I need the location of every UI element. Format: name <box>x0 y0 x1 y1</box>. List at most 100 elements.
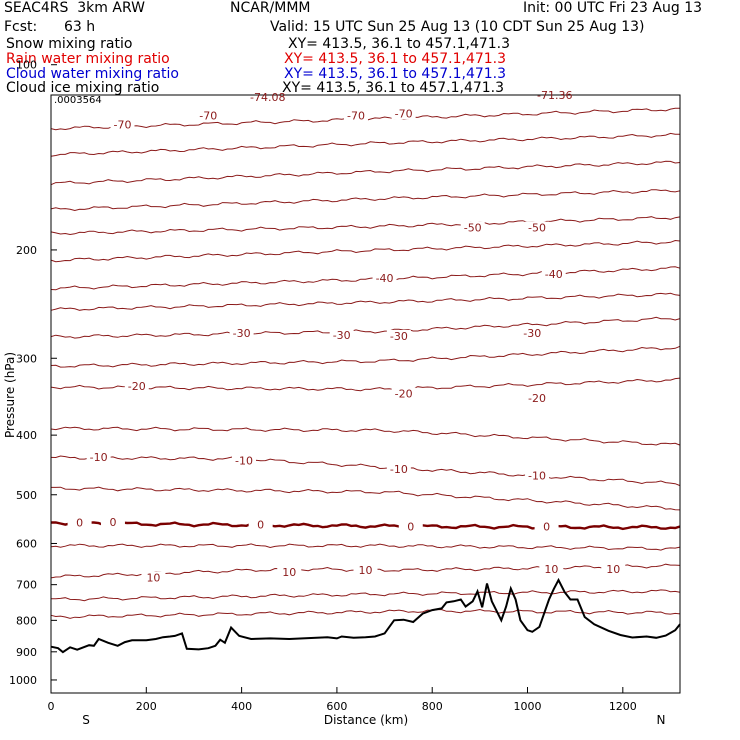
isotherm-label: 10 <box>606 563 620 576</box>
isotherm-label: 0 <box>257 519 264 532</box>
isotherm-label-gap <box>398 520 423 533</box>
isotherm-label: -20 <box>395 387 413 400</box>
org-label: NCAR/MMM <box>230 0 311 16</box>
isotherm-line <box>50 316 681 339</box>
x-tick-label: 400 <box>231 700 252 713</box>
isotherm-label: 0 <box>109 516 116 529</box>
isotherm-label: -30 <box>333 329 351 342</box>
isotherm-label: 10 <box>359 564 373 577</box>
isotherm-layer <box>50 107 681 619</box>
top-annotation-left: -74.08 <box>250 91 285 104</box>
isotherm-label-gap <box>534 520 559 533</box>
isotherm-line <box>51 589 681 602</box>
isotherm-line <box>51 486 681 511</box>
isotherm-label: -30 <box>233 327 251 340</box>
y-tick-label: 1000 <box>9 674 37 687</box>
isotherm-line <box>50 455 681 487</box>
valid-time: Valid: 15 UTC Sun 25 Aug 13 (10 CDT Sun … <box>270 19 645 35</box>
isotherm-line <box>50 132 681 157</box>
isotherm-label-gap <box>391 387 416 400</box>
isotherm-label-gap <box>229 327 254 340</box>
isotherm-label-gap <box>460 221 485 234</box>
y-tick-label: 300 <box>16 352 37 365</box>
isotherm-line <box>50 239 681 263</box>
isotherm-label: -10 <box>390 463 408 476</box>
isotherm-line <box>50 543 681 551</box>
isotherm-label-gap <box>353 564 378 577</box>
isotherm-label: -70 <box>199 110 217 123</box>
terrain-layer <box>50 577 681 654</box>
south-end-label: S <box>82 713 90 727</box>
isotherm-label: -10 <box>528 469 546 482</box>
isotherm-label-gap <box>525 391 550 404</box>
isotherm-line <box>50 377 681 392</box>
y-axis: 100 200 300 400 500 600 700 800 900 1000 <box>9 59 57 687</box>
isotherm-label: 10 <box>544 563 558 576</box>
isotherm-label-gap <box>231 454 256 467</box>
field-cloudice-xy: XY= 413.5, 36.1 to 457.1,471.3 <box>282 80 505 96</box>
isotherm-label: -20 <box>528 392 546 405</box>
x-axis-title: Distance (km) <box>324 713 408 727</box>
plot-frame <box>50 94 681 694</box>
isotherm-label-gap <box>86 450 111 463</box>
terrain-line <box>50 577 681 654</box>
isotherm-label: -70 <box>395 107 413 120</box>
isotherm-line <box>50 608 681 619</box>
y-tick-label: 100 <box>16 59 37 72</box>
top-annotation-right: -71.36 <box>537 89 572 102</box>
x-tick-label: 1000 <box>514 700 542 713</box>
isotherm-line <box>50 189 681 212</box>
isotherm-label-gap <box>100 516 125 529</box>
isotherm-label-gap <box>520 327 545 340</box>
isotherm-label: -30 <box>523 327 541 340</box>
y-tick-label: 600 <box>16 537 37 550</box>
isotherm-label: -50 <box>464 222 482 235</box>
isotherm-label-gap <box>386 462 411 475</box>
isotherm-label: 10 <box>282 566 296 579</box>
y-tick-label: 200 <box>16 244 37 257</box>
x-tick-label: 200 <box>136 700 157 713</box>
isotherm-label-gap <box>386 329 411 342</box>
isotherm-label-gap <box>372 271 397 284</box>
isotherm-label-gap <box>248 518 273 531</box>
isotherm-label-gap <box>525 469 550 482</box>
top-annotation-snow: .0003564 <box>54 95 102 106</box>
isotherm-label-gap <box>196 109 221 122</box>
isotherm-line <box>50 266 681 291</box>
y-tick-label: 700 <box>16 579 37 592</box>
y-axis-title: Pressure (hPa) <box>3 352 17 438</box>
isotherm-label: -30 <box>390 330 408 343</box>
forecast-hour: 63 h <box>64 19 96 35</box>
isotherm-label-gap <box>391 107 416 120</box>
x-tick-label: 800 <box>422 700 443 713</box>
isotherm-line <box>50 216 681 236</box>
isotherm-label-gap <box>67 516 92 529</box>
isotherm-label-gap <box>601 562 626 575</box>
y-tick-label: 500 <box>16 489 37 502</box>
x-tick-label: 600 <box>326 700 347 713</box>
isotherm-label-gap <box>329 329 354 342</box>
field-cloudwater-xy: XY= 413.5, 36.1 to 457.1,471.3 <box>284 66 507 82</box>
x-axis: 0 200 400 600 800 1000 1200 <box>48 687 637 713</box>
init-time: Init: 00 UTC Fri 23 Aug 13 <box>523 0 703 16</box>
isotherm-label-gap <box>110 118 135 131</box>
field-cloudwater-name: Cloud water mixing ratio <box>6 66 179 82</box>
isotherm-label-layer: -70 -70 -70 -70 -50 -50 -40 -40 -30 -30 -30 -30 -20 -… <box>67 107 626 585</box>
y-tick-label: 800 <box>16 614 37 627</box>
isotherm-label: 0 <box>76 517 83 530</box>
isotherm-label: -40 <box>376 272 394 285</box>
isotherm-line <box>50 520 681 531</box>
x-tick-label: 0 <box>48 700 55 713</box>
field-rain-name: Rain water mixing ratio <box>6 51 170 67</box>
isotherm-label: -10 <box>235 455 253 468</box>
isotherm-label-gap <box>343 109 368 122</box>
isotherm-line <box>50 345 681 368</box>
y-tick-label: 400 <box>16 429 37 442</box>
x-tick-label: 1200 <box>609 700 637 713</box>
isotherm-label: -70 <box>113 118 131 131</box>
isotherm-line <box>50 292 681 311</box>
isotherm-label-gap <box>525 221 550 234</box>
y-tick-label: 900 <box>16 646 37 659</box>
isotherm-label: -40 <box>545 268 563 281</box>
